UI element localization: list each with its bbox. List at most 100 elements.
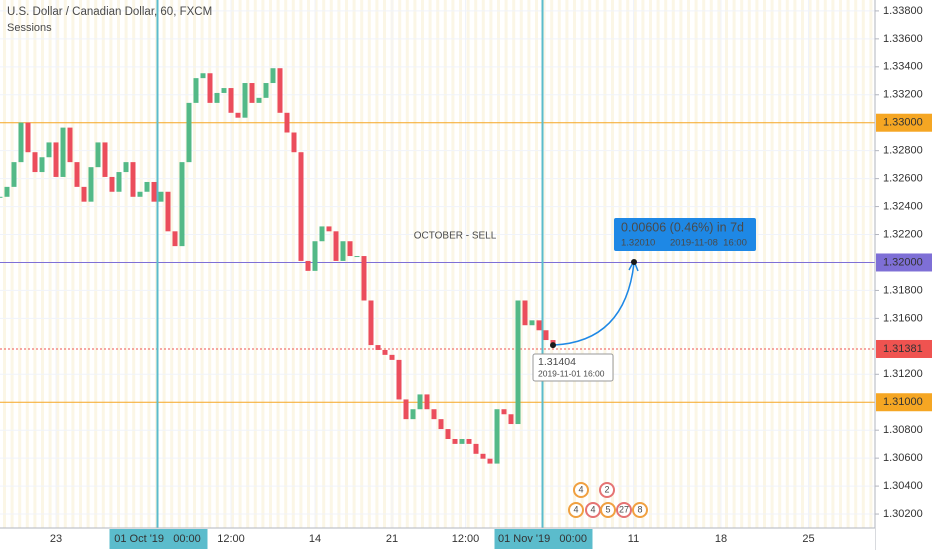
candle	[445, 429, 451, 439]
candle	[417, 394, 423, 410]
price-axis-bg	[875, 0, 932, 550]
session-stripe	[337, 0, 341, 528]
candle	[466, 438, 472, 444]
y-tick-label: 1.31200	[883, 368, 923, 380]
start-box	[532, 353, 614, 382]
session-stripe	[109, 0, 113, 528]
session-stripe	[603, 0, 607, 528]
session-stripe	[451, 0, 455, 528]
y-tick-label: 1.32200	[883, 228, 923, 240]
event-badge[interactable]	[600, 502, 616, 518]
price-level-label: 1.32000	[883, 256, 923, 268]
y-tick-label: 1.32800	[883, 145, 923, 157]
session-stripe	[147, 0, 151, 528]
session-stripe	[223, 0, 227, 528]
candle	[151, 181, 157, 202]
session-stripe	[831, 0, 835, 528]
event-badge[interactable]	[599, 482, 615, 498]
candle	[0, 196, 3, 198]
event-badge[interactable]	[573, 482, 589, 498]
candle	[116, 172, 122, 192]
price-level-tag	[876, 253, 932, 272]
session-stripe	[443, 0, 447, 528]
session-stripe	[261, 0, 265, 528]
session-stripe	[10, 0, 14, 528]
session-stripe	[79, 0, 82, 528]
session-stripe	[839, 0, 842, 528]
candle	[438, 419, 444, 430]
session-stripes	[3, 0, 873, 528]
session-stripe	[785, 0, 789, 528]
y-tick-label: 1.33800	[883, 5, 923, 17]
session-stripe	[405, 0, 409, 528]
session-stripe	[702, 0, 706, 528]
session-stripe	[565, 0, 569, 528]
session-stripe	[846, 0, 850, 528]
candle	[368, 300, 374, 346]
overlay: 0.00606 (0.46%) in 7d 1.32010 2019-11-08 1…	[156, 0, 756, 528]
event-count: 27	[619, 504, 629, 514]
session-stripe	[398, 0, 402, 528]
start-price: 1.31404	[538, 356, 576, 368]
candle	[361, 256, 367, 301]
session-stripe	[588, 0, 592, 528]
session-stripe	[557, 0, 561, 528]
session-stripe	[375, 0, 379, 528]
candle	[326, 226, 332, 232]
candle	[319, 226, 325, 242]
candle	[277, 68, 283, 113]
event-count: 5	[605, 504, 610, 514]
session-stripe	[18, 0, 22, 528]
projection-end	[631, 259, 637, 265]
candle	[221, 88, 227, 93]
candle	[284, 112, 290, 133]
candle	[459, 438, 465, 444]
candle	[487, 458, 493, 464]
price-level-label: 1.33000	[883, 117, 923, 129]
session-stripe	[322, 0, 326, 528]
y-tick-label: 1.30200	[883, 508, 923, 520]
y-tick-label: 1.33400	[883, 61, 923, 73]
session-stripe	[656, 0, 660, 528]
session-stripe	[717, 0, 721, 528]
session-stripe	[124, 0, 128, 528]
session-stripe	[869, 0, 873, 528]
event-badge[interactable]	[632, 502, 648, 518]
projection-target: 1.32010	[621, 238, 655, 249]
session-stripe	[595, 0, 599, 528]
session-stripe	[329, 0, 333, 528]
y-tick-label: 1.32400	[883, 200, 923, 212]
session-stripe	[25, 0, 29, 528]
session-stripe	[132, 0, 136, 528]
candle	[501, 409, 507, 415]
session-stripe	[580, 0, 584, 528]
session-stripe	[527, 0, 531, 528]
session-stripe	[671, 0, 675, 528]
candle	[158, 191, 164, 202]
price-level-label: 1.31381	[883, 343, 923, 355]
session-stripe	[497, 0, 500, 528]
candle	[130, 162, 136, 197]
session-stripe	[117, 0, 120, 528]
session-stripe	[246, 0, 250, 528]
projection-target-time: 2019-11-08 16:00	[670, 238, 747, 249]
candle	[207, 73, 213, 103]
candle	[172, 231, 178, 247]
candle	[137, 191, 143, 197]
event-badge[interactable]	[616, 502, 632, 518]
candle	[95, 142, 101, 168]
event-badge[interactable]	[568, 502, 584, 518]
price-level-tag	[876, 113, 932, 132]
session-stripe	[641, 0, 645, 528]
y-tick-label: 1.31600	[883, 312, 923, 324]
session-stripe	[428, 0, 432, 528]
candle	[480, 453, 486, 459]
x-tick-label: 23	[50, 533, 62, 545]
candle	[305, 260, 311, 271]
candle	[298, 152, 304, 261]
candle	[123, 162, 129, 173]
session-stripe	[755, 0, 759, 528]
candle	[53, 142, 59, 177]
candle	[354, 256, 360, 258]
session-stripe	[861, 0, 865, 528]
